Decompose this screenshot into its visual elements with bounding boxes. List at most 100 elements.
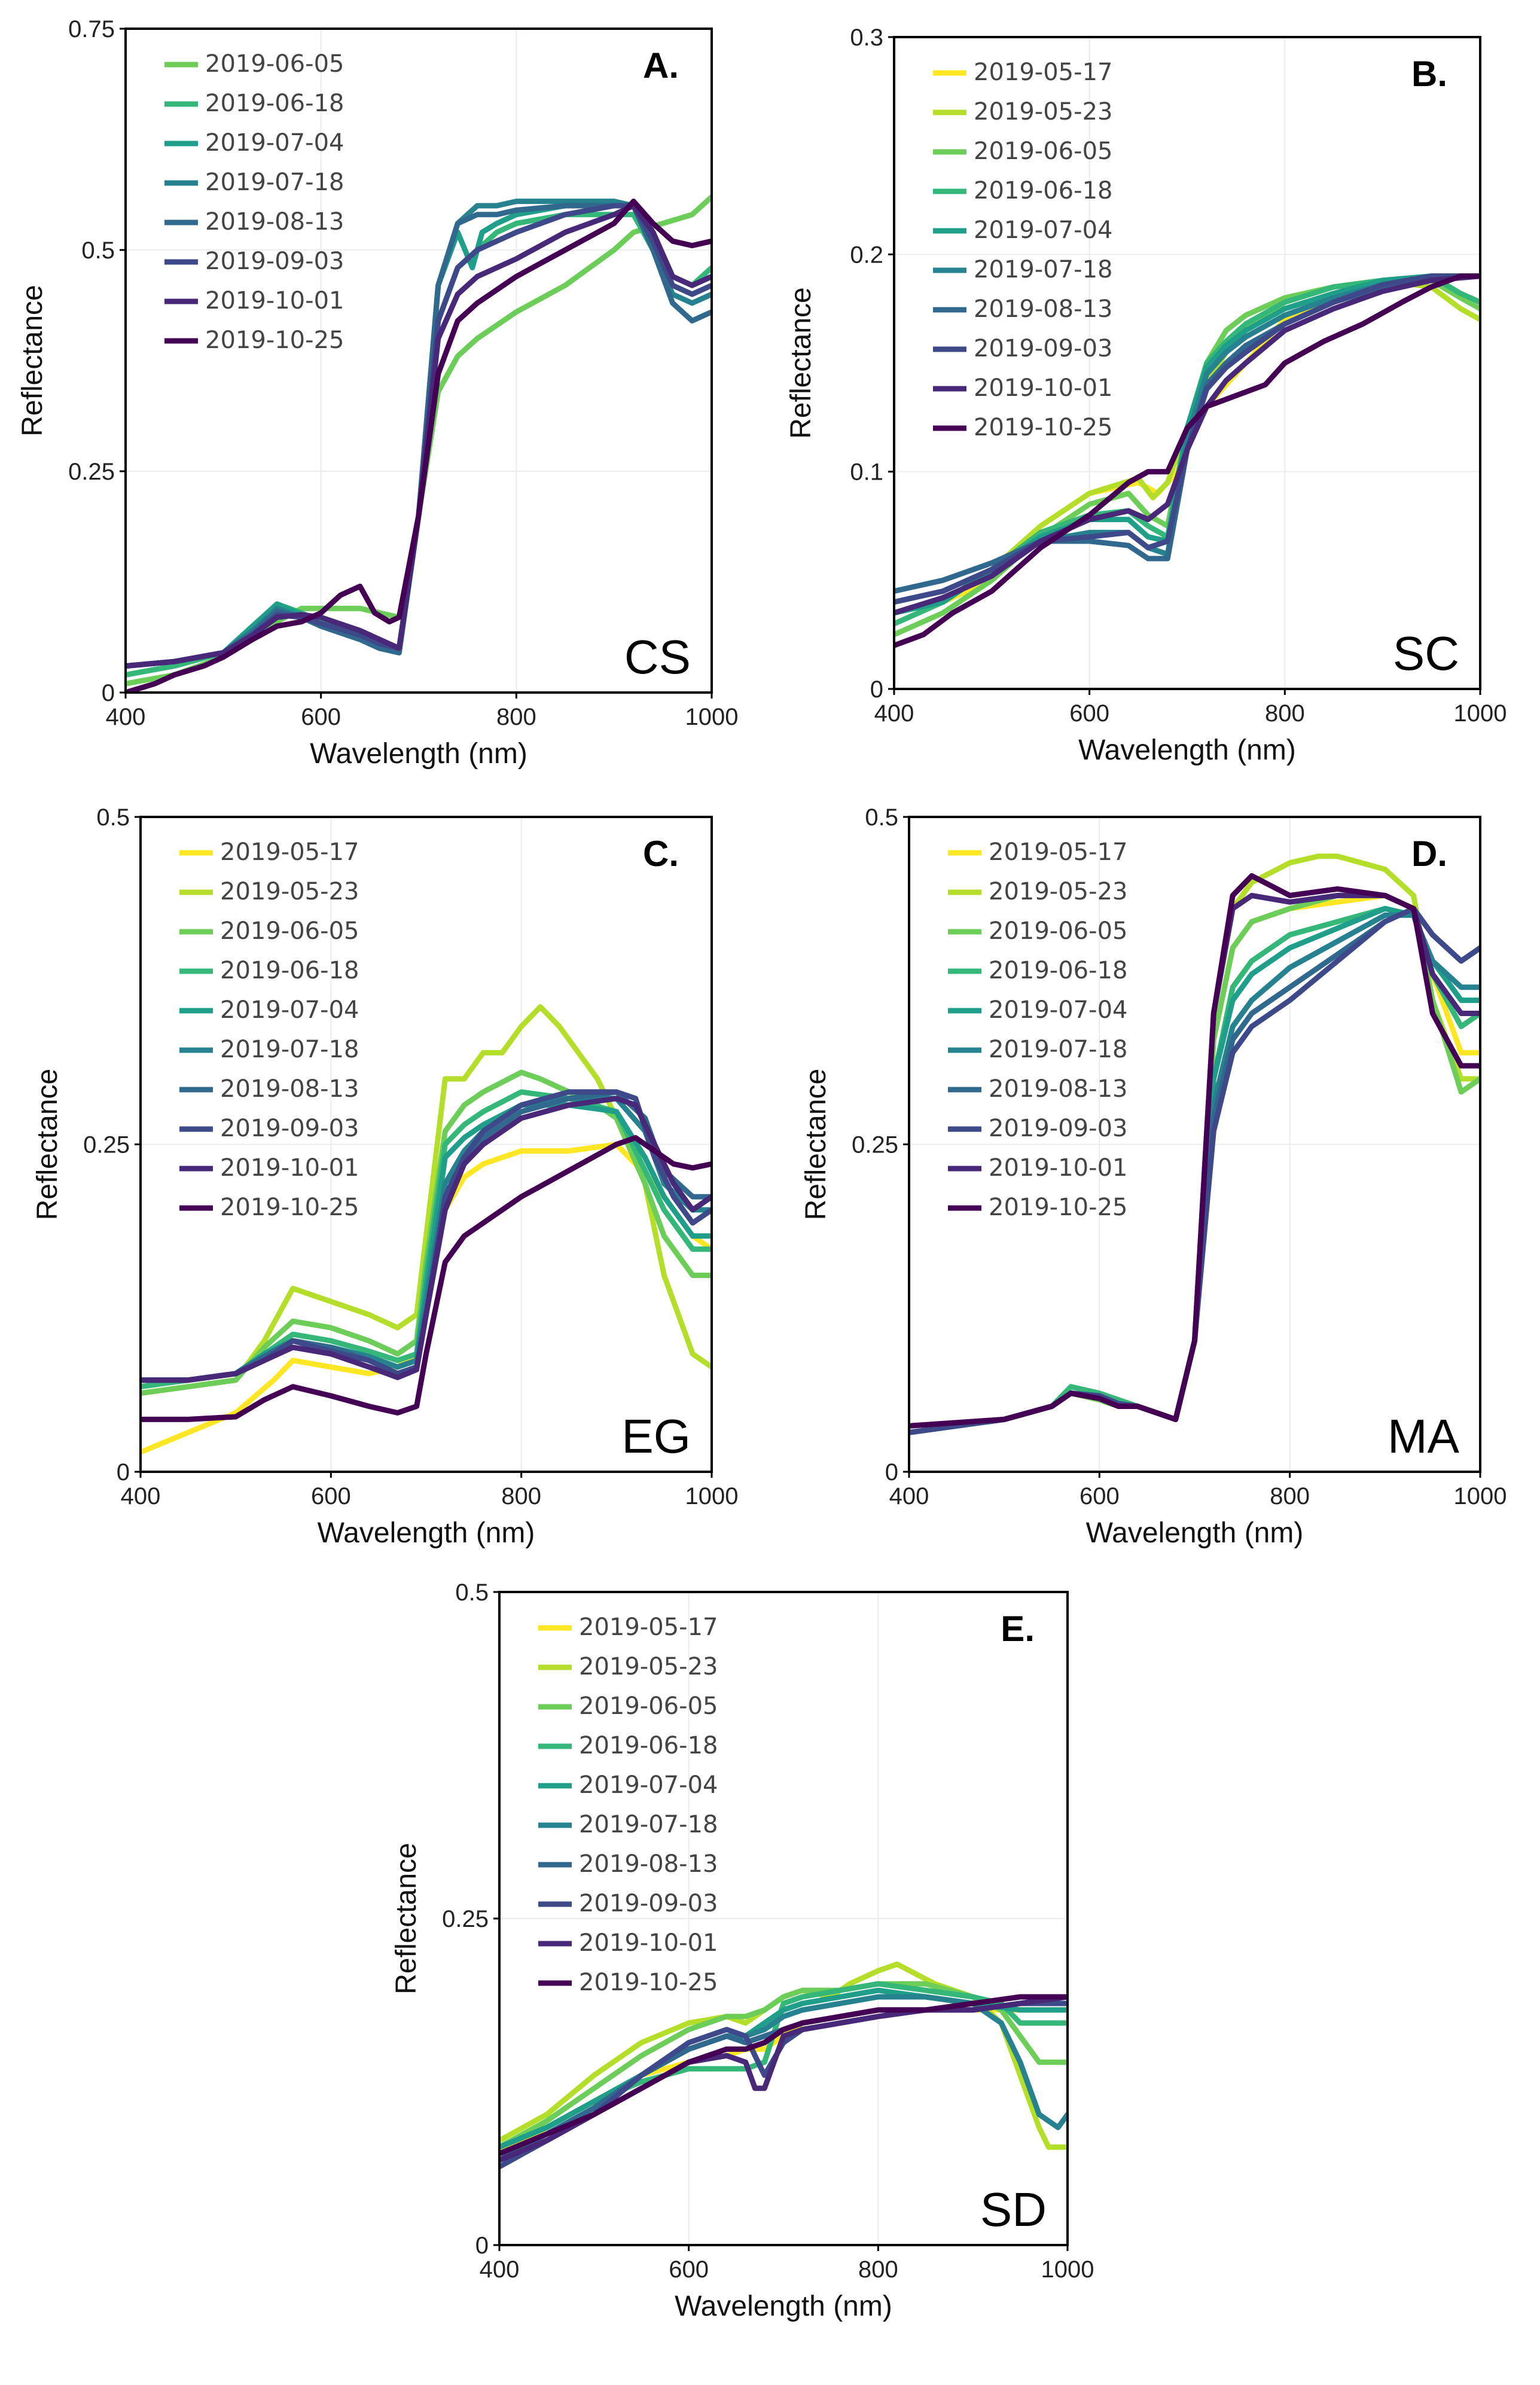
x-axis-label: Wavelength (nm) [318, 1517, 535, 1549]
x-tick-label: 800 [858, 2256, 898, 2283]
legend-label: 2019-08-13 [220, 1075, 359, 1103]
y-tick-label: 0.75 [68, 16, 115, 42]
panel-letter: A. [643, 45, 679, 86]
y-tick-label: 0.25 [83, 1132, 130, 1158]
legend-label: 2019-07-18 [989, 1036, 1127, 1063]
legend-label: 2019-05-17 [974, 59, 1112, 86]
y-tick-label: 0.3 [850, 25, 883, 51]
legend-label: 2019-10-25 [989, 1194, 1127, 1221]
site-code: EG [621, 1410, 691, 1463]
legend-label: 2019-07-04 [579, 1771, 718, 1799]
legend-label: 2019-07-04 [974, 216, 1112, 244]
x-axis-label: Wavelength (nm) [1086, 1517, 1304, 1549]
series-line-2019-08-13 [499, 1994, 1068, 2163]
legend-label: 2019-09-03 [205, 248, 344, 275]
y-tick-label: 0 [475, 2232, 489, 2259]
x-tick-label: 800 [496, 704, 536, 730]
series-line-2019-10-25 [894, 273, 1480, 648]
x-tick-label: 400 [480, 2256, 520, 2283]
panel-letter: D. [1411, 834, 1447, 874]
series-line-2019-10-01 [894, 273, 1480, 616]
y-tick-label: 0.25 [442, 1906, 489, 1932]
legend-label: 2019-10-01 [579, 1929, 718, 1957]
legend-label: 2019-06-18 [220, 957, 359, 984]
y-tick-label: 0.25 [852, 1132, 898, 1158]
site-code: CS [624, 630, 691, 684]
legend-label: 2019-07-18 [579, 1811, 718, 1838]
legend-label: 2019-10-01 [220, 1154, 359, 1182]
legend: 2019-05-17 2019-05-23 2019-06-05 2019-06-18… [948, 838, 1127, 1221]
legend-label: 2019-06-18 [974, 177, 1112, 205]
series-line-2019-10-01 [499, 1994, 1068, 2163]
legend-label: 2019-06-05 [974, 138, 1112, 165]
y-tick-label: 0.1 [850, 459, 883, 486]
legend-label: 2019-06-05 [579, 1692, 718, 1720]
chart-panel-SC: 400 600 800 1000 0 0.1 0.2 0.3 Wavelength (nm) Re… [785, 25, 1507, 766]
legend-label: 2019-10-25 [220, 1194, 359, 1221]
x-tick-label: 1000 [1041, 2256, 1094, 2283]
chart-panel-EG: 400 600 800 1000 0 0.25 0.5 Wavelength (nm) Refl… [32, 804, 738, 1549]
legend-label: 2019-10-25 [974, 414, 1112, 441]
x-tick-label: 1000 [1454, 1483, 1507, 1509]
x-tick-label: 600 [1079, 1483, 1120, 1509]
chart-panel-SD: 400 600 800 1000 0 0.25 0.5 Wavelength (nm) Refl… [391, 1579, 1094, 2322]
legend: 2019-06-05 2019-06-18 2019-07-04 2019-07-18… [164, 50, 344, 354]
x-tick-label: 1000 [685, 704, 739, 730]
legend-label: 2019-07-18 [220, 1036, 359, 1063]
legend: 2019-05-17 2019-05-23 2019-06-05 2019-06-18… [933, 59, 1112, 441]
panel-letter: E. [1001, 1609, 1035, 1649]
series-line-2019-10-25 [909, 873, 1480, 1429]
y-axis-label: Reflectance [800, 1069, 832, 1220]
legend-label: 2019-05-23 [989, 878, 1127, 905]
x-tick-label: 600 [311, 1483, 351, 1509]
legend-label: 2019-09-03 [220, 1115, 359, 1142]
y-axis-label: Reflectance [391, 1843, 422, 1994]
site-code: SC [1393, 627, 1459, 680]
legend-label: 2019-07-04 [205, 129, 344, 157]
legend-label: 2019-07-18 [974, 256, 1112, 283]
legend-label: 2019-08-13 [205, 208, 344, 236]
legend-label: 2019-05-17 [579, 1614, 718, 1641]
x-tick-label: 600 [669, 2256, 709, 2283]
legend-label: 2019-10-01 [989, 1154, 1127, 1182]
site-code: MA [1387, 1410, 1460, 1463]
legend-label: 2019-06-05 [220, 917, 359, 945]
site-code: SD [980, 2183, 1047, 2236]
plot-frame [124, 28, 713, 694]
x-tick-label: 800 [501, 1483, 541, 1509]
x-axis-label: Wavelength (nm) [1078, 734, 1296, 766]
legend-label: 2019-05-17 [220, 838, 359, 866]
legend-label: 2019-10-25 [579, 1969, 718, 1996]
y-tick-label: 0.5 [81, 237, 115, 264]
x-tick-label: 400 [889, 1483, 929, 1509]
legend-label: 2019-06-05 [205, 50, 344, 78]
plot-frame [893, 36, 1481, 690]
y-axis-label: Reflectance [17, 285, 48, 436]
y-axis-label: Reflectance [785, 287, 817, 438]
series-line-2019-10-25 [126, 199, 712, 693]
x-axis-label: Wavelength (nm) [675, 2291, 892, 2322]
y-axis-label: Reflectance [32, 1069, 63, 1220]
legend-label: 2019-10-01 [205, 287, 344, 315]
y-tick-label: 0 [885, 1459, 898, 1486]
x-tick-label: 600 [1069, 700, 1109, 727]
legend-label: 2019-06-18 [579, 1732, 718, 1759]
legend-label: 2019-05-23 [220, 878, 359, 905]
legend-label: 2019-07-04 [989, 996, 1127, 1024]
series-line-2019-10-01 [141, 1096, 712, 1383]
y-tick-label: 0.5 [96, 804, 130, 831]
series-line-2019-10-25 [499, 1994, 1068, 2157]
chart-panel-CS: 400 600 800 1000 0 0.25 0.5 0.75 Wavelength (nm)… [17, 16, 738, 770]
legend-label: 2019-06-18 [989, 957, 1127, 984]
panel-letter: C. [643, 834, 679, 874]
y-tick-label: 0.25 [68, 459, 115, 485]
series-line-2019-06-05 [499, 1981, 1068, 2150]
x-tick-label: 1000 [685, 1483, 739, 1509]
y-tick-label: 0 [870, 676, 883, 703]
legend-label: 2019-10-25 [205, 327, 344, 354]
legend-label: 2019-06-18 [205, 90, 344, 117]
series-line-2019-07-18 [499, 1994, 1068, 2157]
y-tick-label: 0 [102, 680, 115, 706]
chart-panel-MA: 400 600 800 1000 0 0.25 0.5 Wavelength (nm) Refl… [800, 804, 1507, 1549]
